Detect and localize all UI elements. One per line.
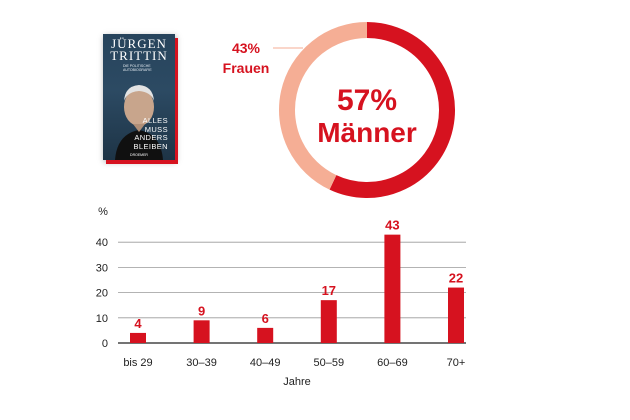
- y-tick-label: 10: [96, 313, 108, 325]
- donut-chart: 43% Frauen 57% Männer: [223, 22, 455, 198]
- data-labels: 4 9 6 17 43 22: [134, 218, 463, 331]
- donut-slice-frauen: [279, 22, 368, 190]
- frauen-percent-label: 43%: [232, 40, 261, 56]
- x-tick-label: 70+: [447, 357, 466, 369]
- data-label: 6: [262, 311, 269, 326]
- x-tick-label: 30–39: [186, 357, 217, 369]
- frauen-name-label: Frauen: [223, 60, 270, 76]
- bar: [384, 234, 401, 343]
- book-title: ALLES MUSS ANDERS BLEIBEN: [133, 116, 168, 151]
- book-subtitle: DIE POLITISCHE AUTOBIOGRAFIE: [123, 64, 152, 72]
- gridlines: [118, 241, 466, 344]
- bar: [448, 287, 464, 343]
- y-tick-label: 20: [96, 288, 108, 300]
- x-tick-label: 50–59: [314, 357, 345, 369]
- bars: [130, 234, 464, 343]
- y-axis-label: %: [98, 206, 108, 218]
- bar: [130, 332, 146, 343]
- data-label: 4: [134, 316, 142, 331]
- y-tick-label: 40: [96, 237, 108, 249]
- donut-slice-maenner: [329, 22, 455, 198]
- y-tick-labels: 0 10 20 30 40: [96, 237, 108, 350]
- x-tick-label: bis 29: [123, 357, 152, 369]
- x-tick-labels: bis 29 30–39 40–49 50–59 60–69 70+: [123, 357, 465, 369]
- bar: [320, 300, 337, 343]
- author-portrait: [115, 85, 163, 160]
- book-author: JÜRGEN TRITTIN: [110, 36, 168, 63]
- data-label: 9: [198, 303, 205, 318]
- maenner-name-label: Männer: [317, 117, 417, 148]
- y-tick-label: 0: [102, 338, 108, 350]
- data-label: 43: [385, 218, 399, 233]
- x-tick-label: 40–49: [250, 357, 281, 369]
- bar: [257, 327, 274, 343]
- book-publisher: DROEMER: [130, 153, 148, 157]
- x-tick-label: 60–69: [377, 357, 408, 369]
- bar-chart: % 0 10 20 30 40 4 9 6 17 43 22 bis 29 30–39 40–49 50…: [96, 206, 466, 388]
- data-label: 22: [449, 271, 463, 286]
- y-tick-label: 30: [96, 262, 108, 274]
- data-label: 17: [322, 283, 336, 298]
- x-axis-label: Jahre: [283, 376, 311, 388]
- maenner-percent-label: 57%: [337, 84, 397, 117]
- book-cover: JÜRGEN TRITTIN DIE POLITISCHE AUTOBIOGRA…: [103, 34, 175, 160]
- bar: [193, 320, 210, 343]
